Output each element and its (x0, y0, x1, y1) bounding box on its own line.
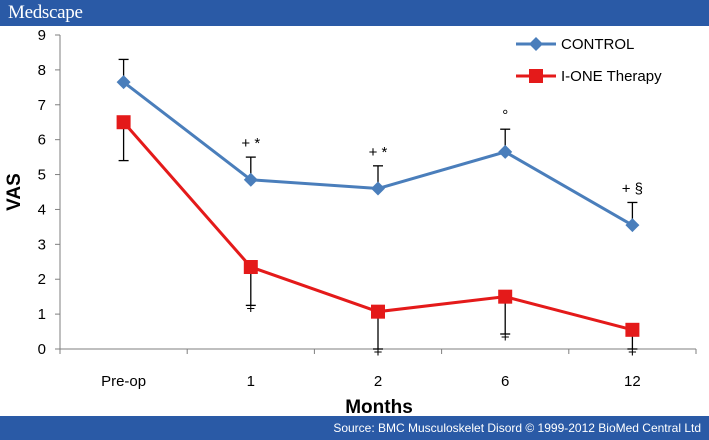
data-point (116, 115, 131, 130)
x-tick-label: 2 (374, 373, 382, 390)
y-axis-title: VAS (4, 173, 25, 211)
x-tick-label: 12 (624, 373, 641, 390)
data-point (243, 260, 258, 275)
y-tick-label: 8 (38, 62, 46, 79)
data-point (625, 322, 640, 337)
source-credit: Source: BMC Musculoskelet Disord © 1999-… (333, 421, 701, 435)
y-tick-label: 0 (38, 341, 46, 358)
significance-annotation: ° (502, 107, 508, 124)
y-tick-label: 6 (38, 132, 46, 149)
header-bar: Medscape (0, 0, 709, 26)
y-tick-label: 4 (38, 201, 46, 218)
y-tick-label: 7 (38, 97, 46, 114)
y-tick-label: 3 (38, 236, 46, 253)
series-2: + + + + (116, 115, 640, 361)
x-tick-label: 6 (501, 373, 509, 390)
footer-bar: Source: BMC Musculoskelet Disord © 1999-… (0, 416, 709, 440)
data-point (371, 304, 385, 319)
significance-annotation: + § (622, 180, 643, 197)
y-tick-label: 5 (38, 167, 46, 184)
x-axis-title: Months (345, 397, 413, 416)
brand-logo: Medscape (8, 2, 83, 23)
series-1: + * + * ° + § (116, 58, 643, 233)
x-tick-label: Pre-op (101, 373, 146, 390)
significance-annotation: + * (241, 135, 260, 152)
series-layer: + * + * ° + § + + + + (116, 58, 643, 361)
data-point (625, 218, 640, 233)
significance-annotation: + * (369, 144, 388, 161)
legend-marker (529, 37, 543, 51)
legend-label: I-ONE Therapy (561, 68, 662, 85)
data-point (116, 75, 131, 90)
data-point (371, 181, 385, 196)
x-tick-label: 1 (247, 373, 255, 390)
legend-label: CONTROL (561, 36, 634, 53)
legend: CONTROL I-ONE Therapy (516, 36, 662, 85)
data-point (498, 289, 513, 304)
significance-annotation: + (501, 329, 510, 346)
y-tick-label: 9 (38, 27, 46, 44)
significance-annotation: + (246, 300, 255, 317)
significance-annotation: + (628, 344, 637, 361)
significance-annotation: + (374, 344, 383, 361)
y-tick-label: 1 (38, 306, 46, 323)
y-tick-label: 2 (38, 271, 46, 288)
legend-marker (529, 69, 543, 83)
data-point (243, 172, 258, 187)
data-point (498, 144, 513, 159)
